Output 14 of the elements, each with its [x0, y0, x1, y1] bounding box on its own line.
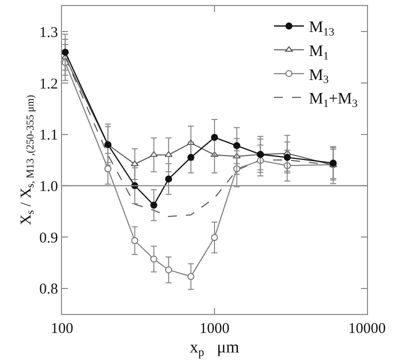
y-tick-label: 1.3 — [39, 24, 58, 41]
x-axis-title: x$_{p}$ μm — [190, 337, 240, 359]
legend-label: M$_{1}$ — [308, 43, 329, 62]
x-tick-label: 1000 — [200, 321, 230, 337]
y-tick-label: 0.8 — [39, 282, 58, 298]
legend-label: M$_{13}$ — [308, 19, 335, 39]
y-tick-label: 1.1 — [39, 128, 58, 144]
y-tick-label: 0.9 — [39, 230, 58, 246]
y-tick-label: 1.2 — [39, 76, 58, 92]
x-tick-label: 100 — [50, 321, 74, 337]
x-tick-label: 10000 — [348, 321, 386, 337]
y-tick-label: 1.0 — [39, 178, 58, 195]
legend-label: M$_{3}$ — [308, 66, 330, 86]
legend-label: M$_{1}$+M$_{3}$ — [308, 90, 358, 110]
